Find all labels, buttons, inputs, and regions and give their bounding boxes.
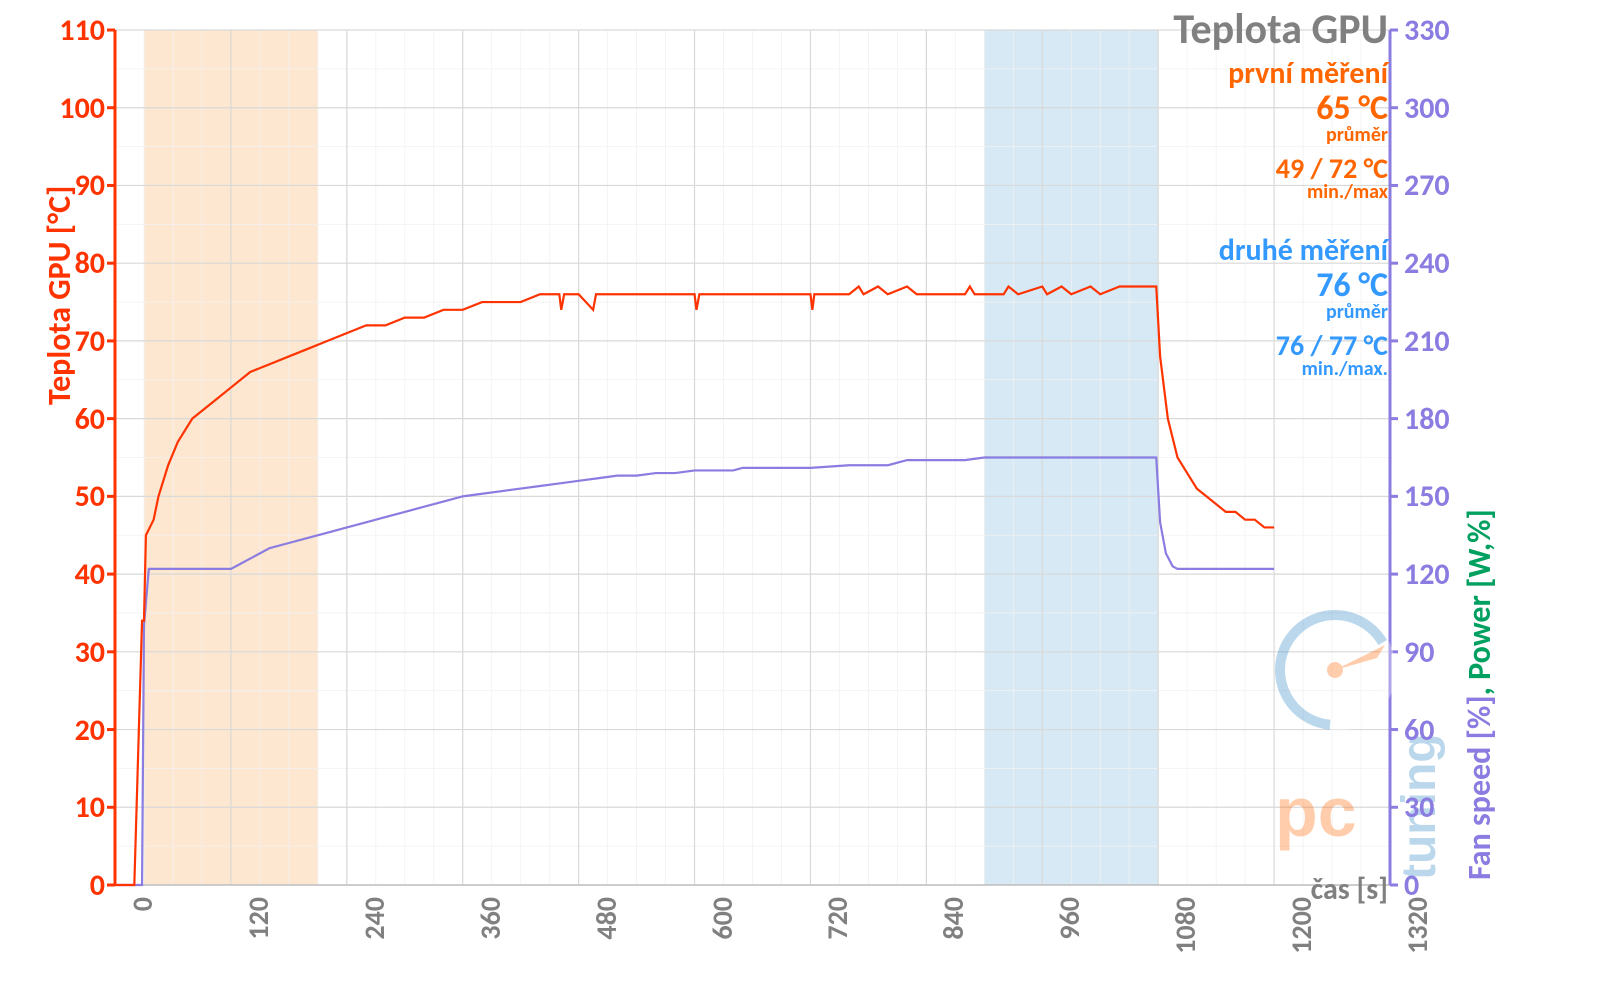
second-measurement-minmax-label: min./max. <box>1219 357 1388 381</box>
y-left-tick: 100 <box>35 90 105 127</box>
y-right-tick: 60 <box>1404 712 1474 749</box>
y-right-tick: 150 <box>1404 478 1474 515</box>
y-left-tick: 10 <box>35 789 105 826</box>
y-right-tick: 90 <box>1404 634 1474 671</box>
y-left-tick: 80 <box>35 245 105 282</box>
y-right-tick: 180 <box>1404 401 1474 438</box>
second-measurement-avg-label: průměr <box>1219 300 1388 324</box>
y-axis-left-label: Teplota GPU [°C] <box>40 186 79 405</box>
chart-title: Teplota GPU <box>1173 4 1388 55</box>
x-tick: 360 <box>473 897 508 957</box>
y-left-tick: 30 <box>35 634 105 671</box>
second-measurement-header: druhé měření <box>1219 232 1388 269</box>
watermark-pc: pc <box>1275 773 1357 851</box>
y-right-tick: 30 <box>1404 789 1474 826</box>
x-tick: 720 <box>820 897 855 957</box>
y-right-tick: 300 <box>1404 90 1474 127</box>
y-left-tick: 40 <box>35 556 105 593</box>
y-left-tick: 90 <box>35 167 105 204</box>
x-tick: 0 <box>125 897 160 957</box>
x-tick: 1200 <box>1284 897 1319 957</box>
x-tick: 600 <box>705 897 740 957</box>
x-tick: 960 <box>1052 897 1087 957</box>
x-tick: 480 <box>589 897 624 957</box>
y-right-tick: 330 <box>1404 12 1474 49</box>
x-tick: 840 <box>936 897 971 957</box>
y-left-tick: 110 <box>35 12 105 49</box>
y-right-tick: 210 <box>1404 323 1474 360</box>
first-measurement-avg-label: průměr <box>1219 123 1388 147</box>
y-left-tick: 50 <box>35 478 105 515</box>
y-right-tick: 120 <box>1404 556 1474 593</box>
x-tick: 1080 <box>1168 897 1203 957</box>
annotations-block: první měření 65 °C průměr 49 / 72 °C min… <box>1219 55 1388 381</box>
x-tick: 120 <box>241 897 276 957</box>
y-left-tick: 20 <box>35 712 105 749</box>
y-left-tick: 60 <box>35 401 105 438</box>
y-right-tick: 240 <box>1404 245 1474 282</box>
x-tick: 1320 <box>1400 897 1435 957</box>
y-right-tick: 270 <box>1404 167 1474 204</box>
x-tick: 240 <box>357 897 392 957</box>
y-left-tick: 70 <box>35 323 105 360</box>
y-left-tick: 0 <box>35 867 105 904</box>
first-measurement-header: první měření <box>1219 55 1388 92</box>
first-measurement-minmax-label: min./max <box>1219 180 1388 204</box>
